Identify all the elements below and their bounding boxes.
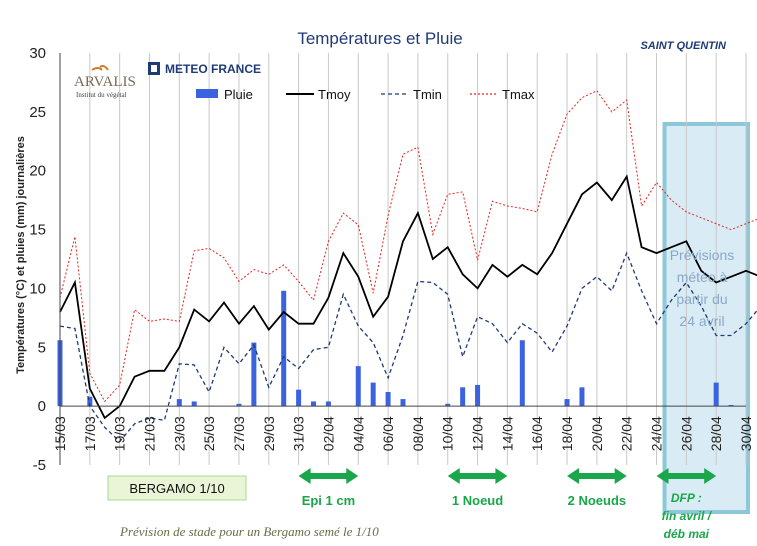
forecast-label-line: partir du	[676, 291, 727, 307]
rain-bar	[191, 401, 197, 407]
x-tick-label: 06/04	[380, 416, 396, 451]
tmoy-series-line	[59, 174, 757, 420]
stage-label: 2 Noeuds	[568, 493, 627, 508]
arvalis-name: ARVALIS	[74, 74, 136, 90]
x-tick-label: 23/03	[171, 416, 187, 451]
y-tick-label: 15	[29, 222, 46, 239]
rain-bar	[400, 399, 406, 407]
stage-arrows: Epi 1 cm 1 Noeud 2 Noeuds DFP : fin avril / d…	[298, 468, 717, 541]
legend-label-tmin: Tmin	[413, 87, 442, 102]
x-tick-label: 29/03	[261, 416, 277, 451]
rain-bar	[251, 342, 257, 407]
stage-arrow-left-head	[656, 468, 669, 484]
stage-arrow-left-head	[447, 468, 460, 484]
rain-bar	[564, 399, 570, 407]
rain-bar	[370, 382, 376, 407]
x-tick-label: 10/04	[440, 416, 456, 451]
x-tick-label: 27/03	[231, 416, 247, 451]
x-tick-label: 26/04	[678, 416, 694, 451]
y-tick-label: 30	[29, 45, 46, 62]
x-tick-label: 28/04	[708, 416, 724, 451]
bergamo-label: BERGAMO 1/10	[129, 481, 224, 496]
rain-bar	[296, 389, 302, 407]
rain-bar	[176, 399, 182, 407]
stage-arrow-right-head	[704, 468, 717, 484]
chart-title: Températures et Pluie	[297, 29, 462, 48]
tmin-series-line	[59, 251, 757, 443]
forecast-label-line: Prévisions	[670, 247, 735, 263]
rain-bar	[579, 387, 585, 407]
y-tick-label: 5	[38, 339, 46, 356]
x-tick-label: 12/04	[470, 416, 486, 451]
stage-label-line: DFP :	[671, 491, 702, 505]
rain-bar	[460, 387, 466, 407]
rain-bar	[445, 403, 451, 407]
stage-label: 1 Noeud	[452, 493, 503, 508]
x-tick-label: 14/04	[499, 416, 515, 451]
x-tick-label: 17/03	[82, 416, 98, 451]
x-tick-label: 08/04	[410, 416, 426, 451]
stage-arrow-left-head	[298, 468, 311, 484]
tmax-series-line	[59, 90, 757, 403]
x-tick-label: 18/04	[559, 416, 575, 451]
x-tick-label: 31/03	[291, 416, 307, 451]
arvalis-subtitle: Institut du végétal	[76, 91, 127, 99]
x-tick-label: 20/04	[589, 416, 605, 451]
y-tick-label: 25	[29, 104, 46, 121]
legend-label-pluie: Pluie	[224, 87, 253, 102]
rain-bar	[728, 404, 734, 407]
stage-arrow-left-head	[567, 468, 580, 484]
x-tick-label: 02/04	[320, 416, 336, 451]
stage-label-line: fin avril /	[662, 509, 713, 523]
y-tick-label: 10	[29, 280, 46, 297]
legend-swatch-pluie	[196, 89, 218, 98]
rain-bar	[281, 290, 287, 407]
stage-arrow-right-head	[495, 468, 508, 484]
arvalis-logo: ARVALIS Institut du végétal	[74, 65, 136, 99]
rain-bar	[713, 382, 719, 407]
legend: Pluie Tmoy Tmin Tmax	[196, 87, 535, 102]
y-tick-label: -5	[33, 457, 46, 474]
rain-bar	[385, 392, 391, 407]
arvalis-leaf-icon	[91, 65, 109, 71]
meteo-france-text: METEO FRANCE	[165, 62, 261, 76]
rain-bars	[57, 290, 734, 407]
rain-bar	[87, 396, 93, 407]
stage-label: Epi 1 cm	[302, 493, 355, 508]
y-axis: -5 0 5 10 15 20 25 30	[29, 45, 61, 474]
x-tick-label: 15/03	[52, 416, 68, 451]
x-tick-label: 22/04	[619, 416, 635, 451]
rain-bar	[236, 403, 242, 407]
x-tick-label: 24/04	[649, 416, 665, 451]
stage-arrow-right-head	[346, 468, 359, 484]
rain-bar	[311, 401, 317, 407]
forecast-label-line: 24 avril	[679, 313, 724, 329]
bergamo-box	[107, 475, 247, 501]
x-tick-label: 25/03	[201, 416, 217, 451]
x-tick-label: 19/03	[112, 416, 128, 451]
x-tick-label: 04/04	[350, 416, 366, 451]
rain-bar	[325, 401, 331, 407]
x-tick-label: 16/04	[529, 416, 545, 451]
stage-label-line: déb mai	[664, 527, 710, 541]
stage-arrow-right-head	[614, 468, 627, 484]
forecast-label: Prévisions météo à partir du 24 avril	[670, 247, 735, 329]
x-axis: 15/03 17/03 19/03 21/03 23/03 25/03 27/03 29/03…	[52, 416, 754, 451]
legend-label-tmoy: Tmoy	[318, 87, 351, 102]
y-tick-label: 0	[38, 398, 46, 415]
rain-bar	[355, 366, 361, 407]
forecast-panel	[662, 122, 750, 514]
meteo-france-logo: METEO FRANCE	[148, 62, 261, 76]
footnote: Prévision de stade pour un Bergamo semé …	[119, 524, 379, 539]
y-axis-label: Températures (°C) et pluies (mm) journal…	[15, 136, 27, 374]
y-tick-label: 20	[29, 163, 46, 180]
forecast-label-line: météo à	[677, 269, 728, 285]
x-tick-label: 21/03	[141, 416, 157, 451]
station-name: SAINT QUENTIN	[640, 40, 727, 52]
legend-label-tmax: Tmax	[502, 87, 535, 102]
rain-bar	[519, 340, 525, 407]
rain-bar	[475, 384, 481, 407]
x-tick-label: 30/04	[738, 416, 754, 451]
